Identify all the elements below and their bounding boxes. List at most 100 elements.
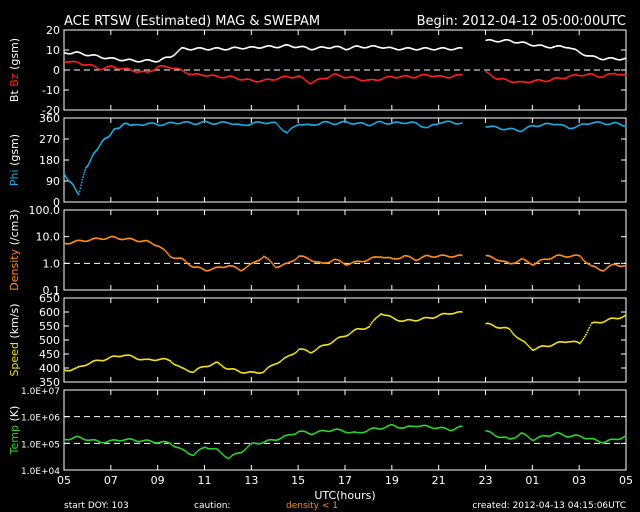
data-point	[390, 257, 393, 259]
data-point	[191, 48, 194, 51]
data-point	[190, 122, 192, 124]
data-point	[418, 319, 421, 321]
data-point	[156, 123, 159, 126]
y-tick-label: 450	[39, 348, 60, 361]
data-point	[451, 429, 454, 432]
data-point	[395, 258, 397, 260]
data-point	[386, 46, 388, 49]
data-point	[436, 48, 438, 50]
data-point	[286, 434, 289, 436]
data-point	[496, 435, 498, 438]
data-point	[535, 125, 538, 128]
data-point	[230, 123, 232, 125]
data-point	[157, 60, 160, 63]
data-point	[285, 75, 287, 78]
data-point	[136, 358, 139, 360]
data-point	[451, 121, 454, 124]
data-point	[190, 454, 192, 456]
data-point	[339, 46, 341, 48]
data-point	[251, 122, 253, 125]
data-point	[357, 431, 360, 434]
data-point	[382, 314, 385, 316]
data-point	[128, 58, 130, 61]
data-point	[411, 257, 414, 260]
data-point	[518, 41, 520, 44]
y-tick-label: 400	[39, 362, 60, 375]
data-point	[314, 432, 317, 434]
data-point	[410, 257, 413, 259]
data-point	[606, 440, 608, 442]
data-point	[384, 122, 387, 125]
data-point	[363, 260, 366, 263]
data-point	[320, 122, 322, 124]
data-point	[493, 77, 496, 79]
data-point	[278, 438, 280, 441]
data-point	[594, 266, 596, 268]
data-point	[225, 76, 228, 78]
data-point	[216, 448, 218, 450]
data-point	[494, 125, 497, 128]
data-point	[220, 452, 223, 455]
data-point	[261, 79, 264, 82]
data-point	[562, 255, 565, 258]
data-point	[329, 47, 332, 49]
data-point	[621, 58, 623, 61]
data-point	[348, 122, 351, 124]
data-point	[417, 319, 420, 322]
data-point	[271, 364, 273, 367]
data-point	[155, 244, 157, 247]
data-point	[555, 254, 558, 257]
data-point	[576, 50, 579, 52]
data-point	[66, 439, 68, 441]
data-point	[191, 454, 194, 456]
data-point	[421, 425, 423, 427]
data-point	[268, 259, 271, 262]
data-point	[322, 121, 325, 123]
data-point	[243, 449, 245, 452]
data-point	[74, 436, 77, 438]
data-point	[121, 439, 123, 442]
data-point	[161, 247, 163, 249]
data-point	[213, 267, 216, 269]
data-point	[279, 127, 281, 129]
data-point	[427, 254, 429, 257]
data-point	[116, 439, 119, 442]
data-point	[368, 79, 370, 81]
data-point	[582, 123, 585, 125]
data-point	[379, 314, 381, 316]
data-point	[236, 77, 238, 80]
data-point	[384, 426, 387, 429]
data-point	[98, 145, 100, 148]
data-point	[168, 254, 170, 256]
data-point	[333, 46, 335, 48]
data-point	[75, 51, 78, 53]
data-point	[367, 326, 369, 329]
data-point	[257, 443, 259, 445]
data-point	[505, 39, 507, 41]
y-axis-label-phi: Phi (gsm)	[8, 134, 21, 186]
data-point	[119, 68, 121, 70]
data-point	[251, 371, 253, 373]
data-point	[513, 437, 516, 439]
data-point	[220, 266, 223, 269]
data-point	[586, 123, 588, 125]
data-point	[160, 246, 162, 249]
data-point	[379, 428, 381, 430]
data-point	[194, 73, 196, 75]
data-point	[331, 429, 333, 432]
data-point	[442, 75, 444, 78]
data-point	[197, 266, 200, 268]
data-point	[108, 57, 111, 59]
data-point	[574, 434, 577, 436]
data-point	[438, 122, 441, 125]
data-point	[162, 357, 164, 360]
data-point	[604, 320, 607, 322]
data-point	[305, 46, 307, 49]
data-point	[531, 348, 533, 351]
data-point	[537, 125, 539, 128]
data-point	[302, 348, 305, 351]
data-point	[350, 262, 353, 264]
data-point	[589, 122, 592, 125]
data-point	[498, 40, 500, 43]
